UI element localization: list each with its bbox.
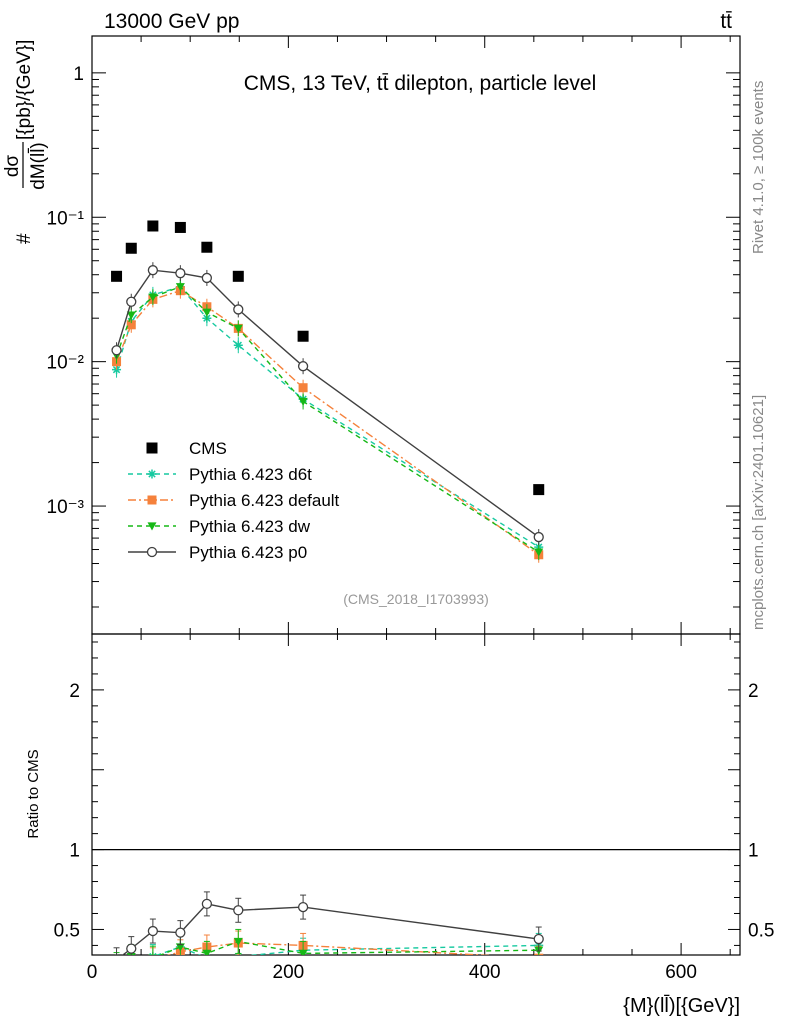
ratio-point-pythia-6-423-dw [112,961,121,969]
ratio-line-pythia-6-423-dw [158,940,539,955]
legend-marker-pythia-6-423-default [147,495,157,505]
y-axis-label-suffix: [{pb}/{GeV}] [14,40,35,140]
point-pythia-6-423-p0 [297,361,309,372]
header-left: 13000 GeV pp [104,10,239,33]
legend-marker-pythia-6-423-p0 [146,546,158,558]
point-pythia-6-423-default [126,320,136,330]
ratio-y-tick-label-right: 1 [748,841,759,862]
point-pythia-6-423-p0 [201,272,213,284]
ratio-point-pythia-6-423-d6t [112,968,121,977]
series-line-pythia-6-423-dw [115,285,540,553]
ratio-y-tick-label-right: 0.5 [748,920,774,941]
point-pythia-6-423-dw [175,283,185,292]
legend-marker-pythia-6-423-d6t [147,469,157,479]
y-tick-label: 10⁻¹ [47,208,85,229]
point-pythia-6-423-dw [233,324,243,333]
ratio-y-tick-label-right: 2 [748,681,759,702]
ratio-point-pythia-6-423-p0 [147,925,159,937]
point-pythia-6-423-dw [534,548,544,557]
point-pythia-6-423-p0 [533,531,544,543]
point-cms [297,330,309,342]
point-pythia-6-423-p0 [233,304,244,315]
legend-label-pythia-6-423-p0: Pythia 6.423 p0 [189,543,307,562]
main-plot-series [111,220,545,563]
analysis-tag: (CMS_2018_I1703993) [343,591,489,607]
point-pythia-6-423-d6t [233,340,243,350]
point-pythia-6-423-d6t [112,365,122,375]
point-cms [147,220,159,232]
y-tick-label: 1 [73,64,84,85]
legend-marker-pythia-6-423-dw [147,522,157,531]
point-cms [125,242,137,254]
ratio-point-pythia-6-423-p0 [126,943,137,954]
x-tick-label: 600 [665,962,697,983]
series-line-pythia-6-423-default [115,289,540,556]
header-right: tt̄ [720,10,732,33]
ratio-point-pythia-6-423-p0 [233,905,244,916]
point-cms [174,221,186,233]
ratio-point-pythia-6-423-p0 [114,954,119,955]
y-tick-label: 10⁻³ [47,497,85,518]
ratio-y-tick-label: 0.5 [54,920,80,941]
point-cms [111,270,123,282]
legend-label-pythia-6-423-d6t: Pythia 6.423 d6t [189,465,312,484]
point-pythia-6-423-p0 [147,265,159,276]
ratio-point-pythia-6-423-dw [202,949,212,955]
ratio-point-pythia-6-423-dw [298,949,308,955]
mcplots-label: mcplots.cern.ch [arXiv:2401.10621] [750,395,767,630]
ratio-point-pythia-6-423-p0 [297,901,309,913]
ratio-point-pythia-6-423-dw [175,943,185,952]
legend-label-pythia-6-423-default: Pythia 6.423 default [189,491,340,510]
ratio-point-pythia-6-423-default [112,963,121,972]
point-cms [232,270,244,282]
ratio-y-tick-label: 2 [69,681,80,702]
ratio-point-pythia-6-423-default [148,955,157,964]
ratio-point-pythia-6-423-p0 [175,927,186,938]
ratio-point-pythia-6-423-d6t [127,955,136,964]
x-axis-label: {M}(ll̄)[{GeV}] [623,994,740,1017]
y-tick-label: 10⁻² [47,353,85,374]
y-axis-label-prefix: # [14,233,35,244]
axis-tick-labels: 0 200 400 600 10⁻³ 10⁻² 10⁻¹ 1 0.5 0.5 1 1 2 2 [47,64,775,983]
series-line-pythia-6-423-d6t [115,285,540,548]
legend-label-cms: CMS [189,439,227,458]
y-axis-label-denominator: dM(ll̄) [28,142,49,190]
legend: CMS Pythia 6.423 d6t Pythia 6.423 default P… [128,439,340,562]
point-pythia-6-423-p0 [111,345,122,356]
point-cms [533,484,545,496]
ratio-line-pythia-6-423-default [166,942,493,955]
ratio-point-pythia-6-423-default [127,957,136,966]
x-tick-label: 200 [273,962,305,983]
point-pythia-6-423-p0 [126,296,137,307]
point-pythia-6-423-p0 [175,268,186,279]
ratio-point-pythia-6-423-dw [148,954,158,955]
x-tick-label: 0 [87,962,98,983]
rivet-label: Rivet 4.1.0, ≥ 100k events [750,81,767,254]
series-line-pythia-6-423-p0 [115,269,540,538]
point-pythia-6-423-dw [148,293,158,302]
x-tick-label: 400 [469,962,501,983]
legend-label-pythia-6-423-dw: Pythia 6.423 dw [189,517,311,536]
ratio-point-pythia-6-423-p0 [201,898,213,910]
chart-title: CMS, 13 TeV, tt̄ dilepton, particle leve… [244,72,597,95]
ratio-plot-series [92,848,740,977]
point-pythia-6-423-dw [298,397,308,406]
ratio-y-tick-label: 1 [69,841,80,862]
ratio-y-axis-label: Ratio to CMS [25,749,42,838]
ratio-point-pythia-6-423-p0 [533,933,544,945]
y-axis-label-numerator: dσ [2,155,23,178]
y-axis-label: # dσ dM(ll̄) [{pb}/{GeV}] [2,40,49,244]
point-cms [201,241,213,253]
ratio-plot-frame [91,633,741,956]
ratio-point-pythia-6-423-dw [233,937,243,946]
legend-marker-cms [146,442,158,454]
point-pythia-6-423-dw [126,311,136,320]
point-pythia-6-423-dw [202,308,212,317]
point-pythia-6-423-default [298,383,308,393]
